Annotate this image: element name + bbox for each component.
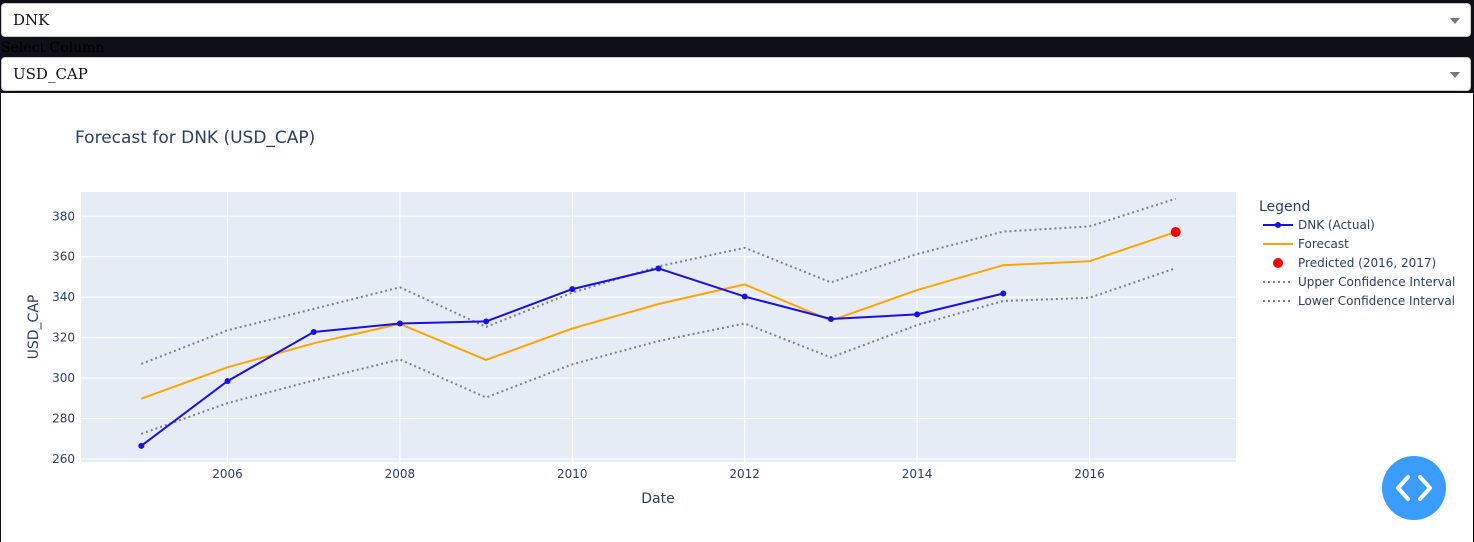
x-tick-label: 2006 [212,467,243,481]
country-select[interactable]: DNK [1,3,1471,37]
legend: Legend DNK (Actual) Forecast Predicted (20… [1259,199,1455,308]
chart-title: Forecast for DNK (USD_CAP) [75,128,315,148]
legend-item-predicted-2016-2017[interactable]: Predicted (2016, 2017) [1273,256,1436,270]
y-tick-label: 260 [52,452,75,466]
data-point-dnk-actual[interactable] [1000,290,1007,297]
forecast-chart: 2006 2008 2010 2012 2014 2016 260 280 300 320 340 3… [26,128,1455,507]
column-select[interactable]: USD_CAP [1,57,1471,91]
x-tick-label: 2016 [1074,467,1105,481]
y-tick-label: 300 [52,371,75,385]
legend-label: Predicted (2016, 2017) [1298,256,1436,270]
data-point-predicted-2016-2017[interactable] [1170,227,1181,238]
x-tick-label: 2008 [385,467,416,481]
y-tick-label: 320 [52,331,75,345]
legend-label: Upper Confidence Interval [1298,275,1455,289]
chevron-down-icon[interactable] [1450,18,1460,24]
data-point-dnk-actual[interactable] [914,311,921,318]
plot-container: 2006 2008 2010 2012 2014 2016 260 280 300 320 340 3… [1,93,1473,542]
country-select-value: DNK [13,11,50,29]
code-toggle-button[interactable] [1382,456,1446,520]
y-tick-label: 380 [52,209,75,223]
column-select-value: USD_CAP [13,65,88,83]
y-axis-title: USD_CAP [26,295,42,360]
series-line-forecast[interactable] [140,231,1177,400]
data-point-dnk-actual[interactable] [569,286,576,293]
series-line-upper-confidence-interval[interactable] [140,197,1177,365]
data-point-dnk-actual[interactable] [741,293,748,300]
data-point-dnk-actual[interactable] [827,316,834,323]
x-tick-label: 2014 [902,467,933,481]
x-tick-label: 2012 [729,467,760,481]
legend-item-lower-confidence-interval[interactable]: Lower Confidence Interval [1263,294,1455,308]
legend-item-forecast[interactable]: Forecast [1263,237,1349,251]
data-point-dnk-actual[interactable] [138,442,145,449]
y-tick-label: 340 [52,290,75,304]
legend-title: Legend [1259,199,1310,215]
data-point-dnk-actual[interactable] [483,318,490,325]
series-line-lower-confidence-interval[interactable] [140,267,1177,435]
data-point-dnk-actual[interactable] [310,328,317,335]
legend-item-upper-confidence-interval[interactable]: Upper Confidence Interval [1263,275,1455,289]
legend-label: Lower Confidence Interval [1298,294,1455,308]
data-point-dnk-actual[interactable] [655,265,662,272]
legend-label: Forecast [1298,237,1349,251]
code-brackets-icon [1396,475,1432,501]
data-point-dnk-actual[interactable] [224,378,231,385]
y-tick-label: 280 [52,412,75,426]
column-select-label: Select Column [1,40,105,56]
chevron-down-icon[interactable] [1450,72,1460,78]
legend-item-dnk-actual[interactable]: DNK (Actual) [1263,218,1375,232]
data-point-dnk-actual[interactable] [396,320,403,327]
plot-background[interactable] [81,192,1236,462]
y-tick-label: 360 [52,250,75,264]
legend-marker [1273,258,1283,268]
x-tick-label: 2010 [557,467,588,481]
legend-marker [1275,222,1281,228]
legend-label: DNK (Actual) [1298,218,1375,232]
x-axis-title: Date [641,491,674,507]
